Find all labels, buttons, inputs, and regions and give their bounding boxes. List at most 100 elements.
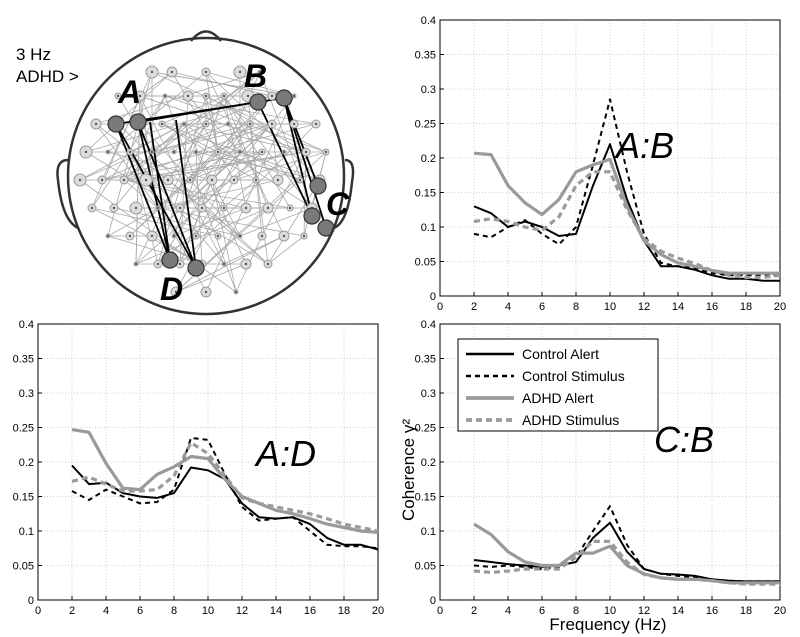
electrode-center [238, 234, 242, 238]
electrode-center [106, 150, 110, 154]
strong-coherence-link [137, 121, 197, 269]
electrode-center [188, 178, 192, 182]
panel-annotation: A:B [614, 125, 674, 166]
y-tick-label: 0.15 [415, 492, 436, 504]
electrode-center [156, 262, 160, 266]
electrode-center [166, 178, 170, 182]
coherence-link [151, 71, 261, 153]
electrode-center [172, 234, 176, 238]
coherence-link [95, 123, 159, 209]
x-tick-label: 8 [573, 605, 579, 617]
coherence-link [157, 179, 279, 209]
electrode-center [204, 94, 208, 98]
coherence-plot-a-d: 0 2 4 6 8 10 12 14 16 18 20 0 0.05 0.1 0.15 0.2 0.25 0.3 0… [13, 319, 385, 617]
electrode-center [260, 150, 264, 154]
x-tick-label: 14 [270, 605, 282, 617]
highlighted-electrode [107, 115, 125, 133]
electrode-center [122, 178, 126, 182]
electrode-center [116, 94, 120, 98]
x-tick-label: 8 [573, 301, 579, 313]
highlighted-electrode [249, 93, 267, 111]
electrode-center [282, 234, 286, 238]
electrode-center [302, 234, 306, 238]
y-tick-label: 0.15 [415, 188, 436, 200]
strong-coherence-link [283, 97, 313, 217]
x-tick-label: 18 [740, 605, 752, 617]
x-tick-label: 8 [171, 605, 177, 617]
y-tick-label: 0.1 [421, 526, 436, 538]
electrode-center [186, 94, 190, 98]
electrode-center [128, 234, 132, 238]
y-tick-label: 0 [28, 595, 34, 607]
electrode-center [314, 122, 318, 126]
electrode-center [304, 150, 308, 154]
electrode-center [138, 94, 142, 98]
electrode-label-b: B [244, 58, 267, 94]
strong-coherence-link [137, 101, 259, 123]
x-tick-label: 6 [539, 605, 545, 617]
x-tick-label: 2 [471, 605, 477, 617]
x-tick-label: 10 [202, 605, 214, 617]
coherence-link [267, 235, 305, 265]
electrode-center [112, 206, 116, 210]
coherence-link [223, 235, 285, 265]
electrode-center [94, 122, 98, 126]
electrode-center [163, 94, 167, 98]
electrode-center [134, 206, 138, 210]
coherence-link [85, 71, 173, 153]
legend-label: ADHD Stimulus [522, 412, 619, 428]
electrode-label-a: A [117, 74, 141, 110]
coherence-link [223, 95, 269, 209]
electrode-center [266, 206, 270, 210]
coherence-link [79, 179, 237, 293]
electrode-nodes [73, 65, 335, 298]
coherence-link [101, 123, 229, 181]
strong-coherence-link [149, 121, 171, 261]
y-tick-label: 0.1 [421, 222, 436, 234]
electrode-center [210, 178, 214, 182]
electrode-center [160, 122, 164, 126]
electrode-center [324, 150, 328, 154]
x-tick-label: 0 [437, 605, 443, 617]
coherence-link [205, 95, 295, 293]
strong-coherence-link [115, 123, 197, 269]
electrode-center [150, 234, 154, 238]
coherence-plot-a-b: 0 2 4 6 8 10 12 14 16 18 20 0 0.05 0.1 0.15 0.2 0.25 0.3 0… [415, 15, 787, 313]
electrode-center [222, 206, 226, 210]
y-axis-label: Coherence γ² [399, 419, 418, 521]
coherence-link [183, 123, 313, 209]
y-tick-label: 0.4 [421, 15, 436, 27]
x-tick-label: 6 [137, 605, 143, 617]
electrode-center [292, 122, 296, 126]
legend-label: Control Stimulus [522, 368, 625, 384]
electrode-center [244, 206, 248, 210]
electrode-center [204, 122, 208, 126]
highlighted-electrode [187, 259, 205, 277]
electrode-center [216, 234, 220, 238]
electrode-center [298, 178, 302, 182]
x-tick-label: 20 [774, 605, 786, 617]
y-tick-label: 0.35 [415, 50, 436, 62]
y-tick-label: 0.4 [19, 319, 34, 331]
electrode-center [248, 122, 252, 126]
electrode-center [200, 206, 204, 210]
electrode-center [246, 94, 250, 98]
electrode-center [128, 150, 132, 154]
series-line-control-stimulus [71, 436, 379, 550]
x-tick-label: 6 [539, 301, 545, 313]
series-line-adhd-alert [473, 522, 780, 585]
legend: Control Alert Control Stimulus ADHD Alert A… [457, 338, 659, 432]
x-tick-label: 16 [706, 605, 718, 617]
electrode-center [204, 290, 208, 294]
x-tick-label: 12 [236, 605, 248, 617]
coherence-link [223, 95, 291, 209]
coherence-plot-c-b: 0 2 4 6 8 10 12 14 16 18 20 0 0.05 0.1 0.15 0.2 0.25 0.3 0… [415, 319, 787, 617]
electrode-center [238, 70, 242, 74]
y-tick-label: 0.05 [13, 561, 34, 573]
coherence-link [277, 151, 307, 181]
x-tick-label: 14 [672, 605, 684, 617]
x-tick-label: 2 [471, 301, 477, 313]
electrode-center [174, 290, 178, 294]
x-tick-label: 4 [505, 605, 511, 617]
